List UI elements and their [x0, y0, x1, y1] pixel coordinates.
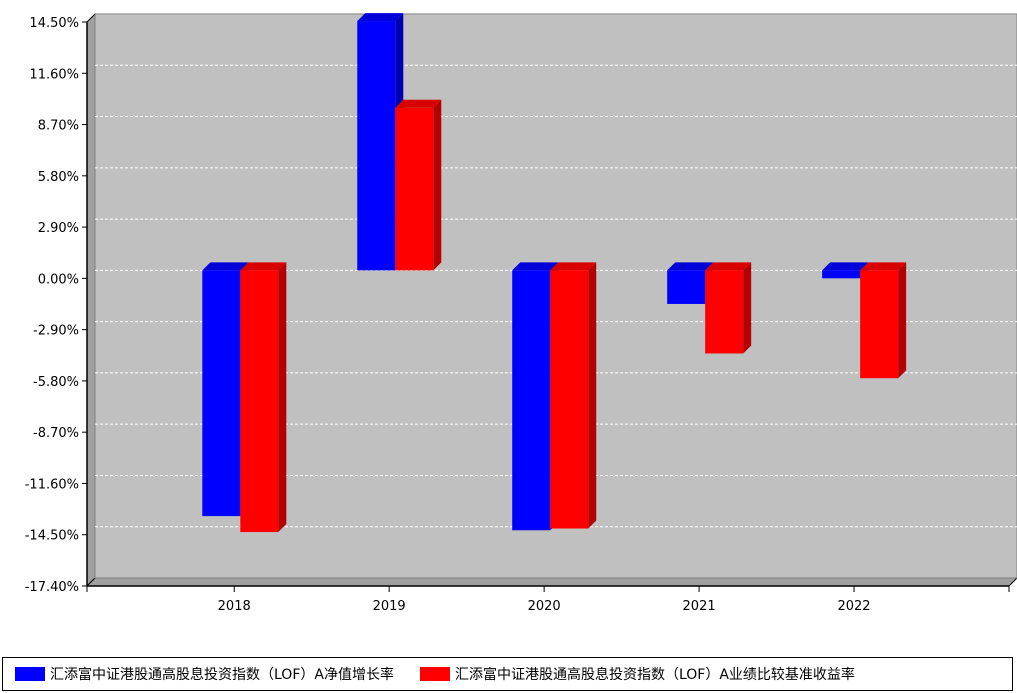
y-tick-label: 2.90%	[38, 221, 79, 236]
bar-top	[240, 262, 287, 271]
x-tick-label: 2018	[218, 599, 251, 614]
x-tick-label: 2021	[683, 599, 716, 614]
bar-side	[898, 262, 907, 379]
legend-swatch-blue	[15, 667, 45, 681]
bar-side	[433, 99, 442, 271]
y-tick-label: -17.40%	[25, 580, 79, 595]
left-wall	[86, 12, 96, 588]
y-tick-label: -5.80%	[33, 375, 79, 390]
bar	[512, 270, 551, 531]
y-tick-label: 14.50%	[29, 16, 79, 31]
x-tick-label: 2019	[373, 599, 406, 614]
bar-top	[202, 262, 249, 271]
bar	[705, 270, 744, 354]
bar	[550, 270, 589, 529]
bar-top	[357, 13, 404, 22]
y-tick-label: 11.60%	[29, 67, 79, 82]
bar-top	[395, 99, 442, 108]
legend-swatch-red	[419, 667, 450, 681]
bar-top	[667, 262, 714, 271]
floor	[85, 577, 1017, 587]
y-tick-label: -11.60%	[25, 477, 79, 492]
bar	[395, 107, 434, 271]
y-tick-label: -14.50%	[25, 529, 79, 544]
bar-side	[278, 262, 287, 533]
bar	[240, 270, 279, 533]
bar	[357, 21, 396, 271]
bar-side	[743, 262, 752, 354]
legend-label-benchmark: 汇添富中证港股通高股息投资指数（LOF）A业绩比较基准收益率	[454, 667, 855, 683]
bar-top	[860, 262, 907, 271]
y-tick-label: 5.80%	[38, 170, 79, 185]
bar-top	[822, 262, 869, 271]
bar	[860, 270, 899, 379]
y-tick-label: -8.70%	[33, 426, 79, 441]
bar-top	[512, 262, 559, 271]
bar-side	[588, 262, 597, 529]
y-tick-label: 0.00%	[38, 272, 79, 287]
legend-item-nav: 汇添富中证港股通高股息投资指数（LOF）A净值增长率	[15, 664, 394, 684]
legend: 汇添富中证港股通高股息投资指数（LOF）A净值增长率 汇添富中证港股通高股息投资…	[2, 657, 1013, 691]
x-tick-label: 2022	[837, 599, 870, 614]
bar-chart: 14.50% 11.60% 8.70% 5.80% 2.90% 0.00% -2.90% -5…	[25, 12, 1017, 614]
bar	[667, 270, 706, 304]
legend-label-nav: 汇添富中证港股通高股息投资指数（LOF）A净值增长率	[50, 667, 394, 683]
bar	[202, 270, 241, 517]
legend-item-benchmark: 汇添富中证港股通高股息投资指数（LOF）A业绩比较基准收益率	[419, 664, 855, 684]
bar-top	[705, 262, 752, 271]
y-tick-label: -2.90%	[33, 324, 79, 339]
bar	[822, 270, 861, 279]
y-tick-label: 8.70%	[38, 119, 79, 134]
bar-top	[550, 262, 597, 271]
x-tick-label: 2020	[528, 599, 561, 614]
